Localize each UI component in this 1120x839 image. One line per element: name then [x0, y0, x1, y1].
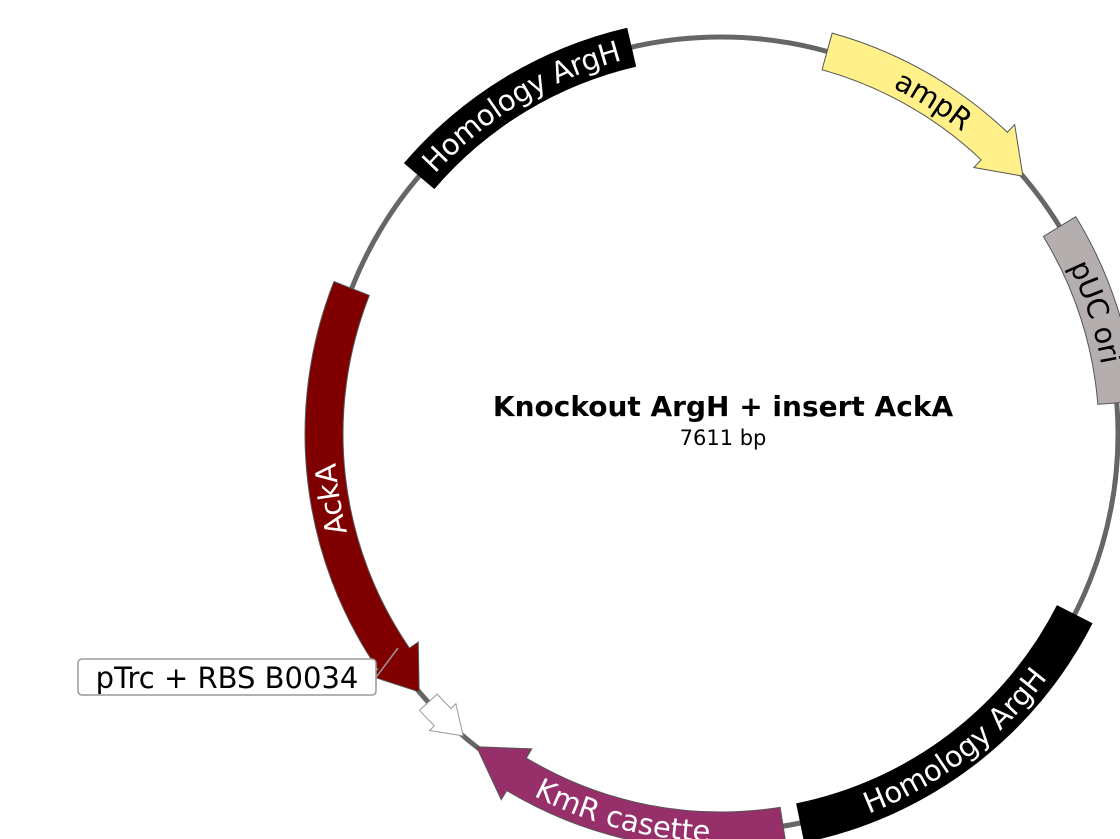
- feature-puc-ori: [1042, 215, 1120, 405]
- feature-homology-argh-bottom: [796, 605, 1093, 839]
- feature-label-ampr: ampR: [889, 64, 978, 138]
- feature-label-path-homology-argh-top: Homology ArgH: [415, 34, 624, 179]
- feature-label-homology-argh-bottom: Homology ArgH: [858, 661, 1053, 820]
- plasmid-size: 7611 bp: [680, 426, 767, 450]
- plasmid-title: Knockout ArgH + insert AckA: [493, 390, 954, 423]
- feature-acka: [304, 280, 420, 693]
- callout-box: [77, 658, 377, 696]
- feature-ampr: [821, 32, 1024, 177]
- callout-label: pTrc + RBS B0034: [96, 661, 359, 695]
- feature-label-path-ampr: ampR: [889, 64, 978, 138]
- callout-leader-line: [373, 647, 399, 681]
- feature-label-path-kmr-casette: KmR casette: [530, 771, 711, 839]
- feature-homology-argh-top: [403, 27, 637, 190]
- ptrc-rbs-callout: pTrc + RBS B0034: [77, 647, 399, 696]
- feature-ptrc-rbs: [418, 693, 464, 737]
- feature-label-path-homology-argh-bottom: Homology ArgH: [858, 661, 1053, 820]
- feature-label-puc-ori: pUC ori: [1063, 255, 1120, 367]
- feature-kmr-casette: [475, 746, 786, 839]
- feature-label-path-puc-ori: pUC ori: [1063, 255, 1120, 367]
- feature-label-homology-argh-top: Homology ArgH: [415, 34, 624, 179]
- feature-label-kmr-casette: KmR casette: [530, 771, 711, 839]
